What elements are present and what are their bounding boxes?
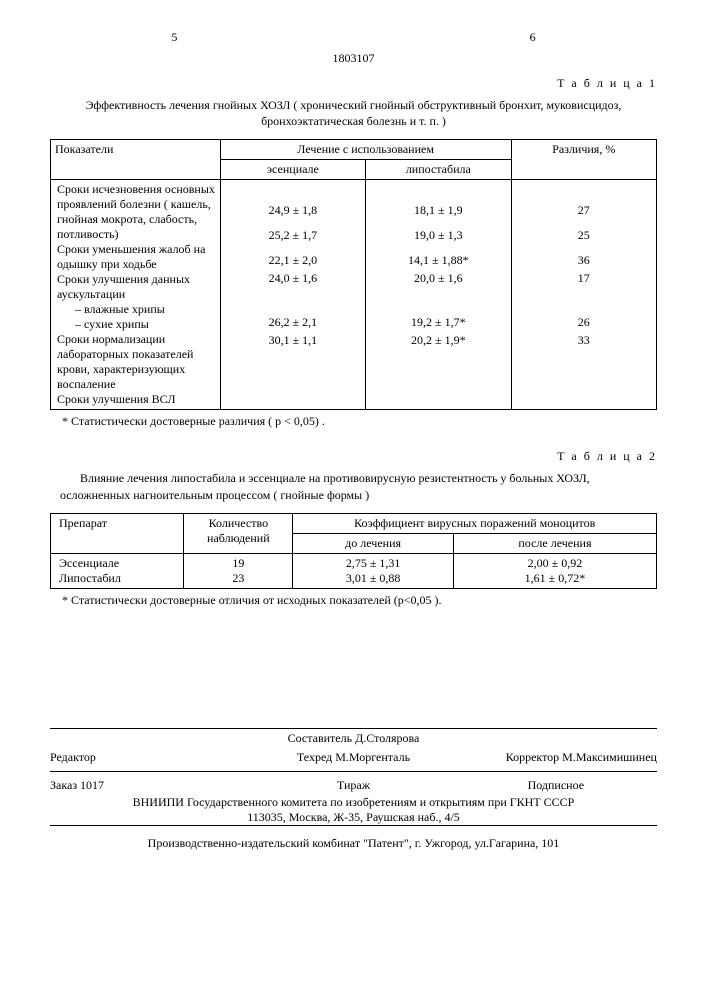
t1-cell: 24,9 ± 1,8 bbox=[225, 182, 361, 221]
page-num-right: 6 bbox=[530, 30, 536, 45]
t1-cell bbox=[370, 286, 506, 301]
t1-row-label: – влажные хрипы bbox=[57, 302, 216, 317]
t1-cell: 19,0 ± 1,3 bbox=[370, 221, 506, 246]
t1-row-label: Сроки улучшения данных аускультации bbox=[57, 272, 216, 302]
t1-cell: 33 bbox=[516, 333, 652, 351]
t2-cell: 23 bbox=[188, 571, 288, 586]
t1-cell: 18,1 ± 1,9 bbox=[370, 182, 506, 221]
t1-h-a: эсенциале bbox=[220, 160, 365, 180]
t1-cell: 24,0 ± 1,6 bbox=[225, 271, 361, 286]
publisher: Производственно-издательский комбинат "П… bbox=[50, 836, 657, 851]
t1-cell: 20,0 ± 1,6 bbox=[370, 271, 506, 286]
t2-cell: 19 bbox=[188, 556, 288, 571]
t1-row-label: – сухие хрипы bbox=[57, 317, 216, 332]
t1-h-indicator: Показатели bbox=[51, 140, 221, 180]
t1-cell: 19,2 ± 1,7* bbox=[370, 301, 506, 333]
t1-cell: 30,1 ± 1,1 bbox=[225, 333, 361, 351]
order: Заказ 1017 bbox=[50, 778, 252, 793]
table1-caption: Эффективность лечения гнойных ХОЗЛ ( хро… bbox=[60, 97, 647, 129]
t2-h-before: до лечения bbox=[293, 533, 453, 553]
addr1: 113035, Москва, Ж-35, Раушская наб., 4/5 bbox=[50, 810, 657, 825]
t2-h-after: после лечения bbox=[453, 533, 656, 553]
org1: ВНИИПИ Государственного комитета по изоб… bbox=[50, 795, 657, 810]
t2-cell: Липостабил bbox=[59, 571, 179, 586]
compiler: Составитель Д.Столярова bbox=[252, 731, 454, 746]
t1-h-group: Лечение с использованием bbox=[220, 140, 511, 160]
t1-cell: 26,2 ± 2,1 bbox=[225, 301, 361, 333]
t1-cell: 25,2 ± 1,7 bbox=[225, 221, 361, 246]
t1-row-label: Сроки исчезновения основных проявлений б… bbox=[57, 182, 216, 242]
table2: Препарат Количество наблюдений Коэффицие… bbox=[50, 513, 657, 589]
t1-cell: 17 bbox=[516, 271, 652, 286]
table2-caption: Влияние лечения липостабила и эссенциале… bbox=[60, 470, 647, 502]
subscript: Подписное bbox=[455, 778, 657, 793]
t2-cell: Эссенциале bbox=[59, 556, 179, 571]
doc-number: 1803107 bbox=[50, 51, 657, 66]
t1-cell: 20,2 ± 1,9* bbox=[370, 333, 506, 351]
t2-cell: 1,61 ± 0,72* bbox=[458, 571, 652, 586]
t2-cell: 3,01 ± 0,88 bbox=[297, 571, 448, 586]
t1-cell bbox=[225, 286, 361, 301]
page-num-left: 5 bbox=[171, 30, 177, 45]
t2-cell: 2,00 ± 0,92 bbox=[458, 556, 652, 571]
table2-footnote: * Статистически достоверные отличия от и… bbox=[62, 593, 657, 608]
tirazh: Тираж bbox=[252, 778, 454, 793]
credits-block: Составитель Д.Столярова Редактор Техред … bbox=[50, 728, 657, 826]
corrector: Корректор М.Максимишинец bbox=[455, 750, 657, 765]
t1-h-diff: Различия, % bbox=[511, 140, 656, 180]
table1: Показатели Лечение с использованием Разл… bbox=[50, 139, 657, 410]
t1-row-label: Сроки улучшения ВСЛ bbox=[57, 392, 216, 407]
t2-h-coef: Коэффициент вирусных поражений моноцитов bbox=[293, 513, 657, 533]
t2-h-qty: Количество наблюдений bbox=[184, 513, 293, 553]
t1-cell: 27 bbox=[516, 182, 652, 221]
t1-cell: 36 bbox=[516, 246, 652, 271]
t2-cell: 2,75 ± 1,31 bbox=[297, 556, 448, 571]
t1-row-label: Сроки уменьшения жалоб на одышку при ход… bbox=[57, 242, 216, 272]
page-numbers: 5 6 bbox=[171, 30, 535, 45]
table1-label: Т а б л и ц а 1 bbox=[50, 76, 657, 91]
t1-cell: 26 bbox=[516, 301, 652, 333]
techred: Техред М.Моргенталь bbox=[252, 750, 454, 765]
t1-cell: 22,1 ± 2,0 bbox=[225, 246, 361, 271]
t1-cell: 14,1 ± 1,88* bbox=[370, 246, 506, 271]
t1-cell: 25 bbox=[516, 221, 652, 246]
editor-label: Редактор bbox=[50, 750, 252, 765]
table1-footnote: * Статистически достоверные различия ( p… bbox=[62, 414, 657, 429]
t1-cell bbox=[516, 286, 652, 301]
t1-h-b: липостабила bbox=[366, 160, 511, 180]
t2-h-prep: Препарат bbox=[51, 513, 184, 553]
t1-row-label: Сроки нормализации лабораторных показате… bbox=[57, 332, 216, 392]
table2-label: Т а б л и ц а 2 bbox=[50, 449, 657, 464]
